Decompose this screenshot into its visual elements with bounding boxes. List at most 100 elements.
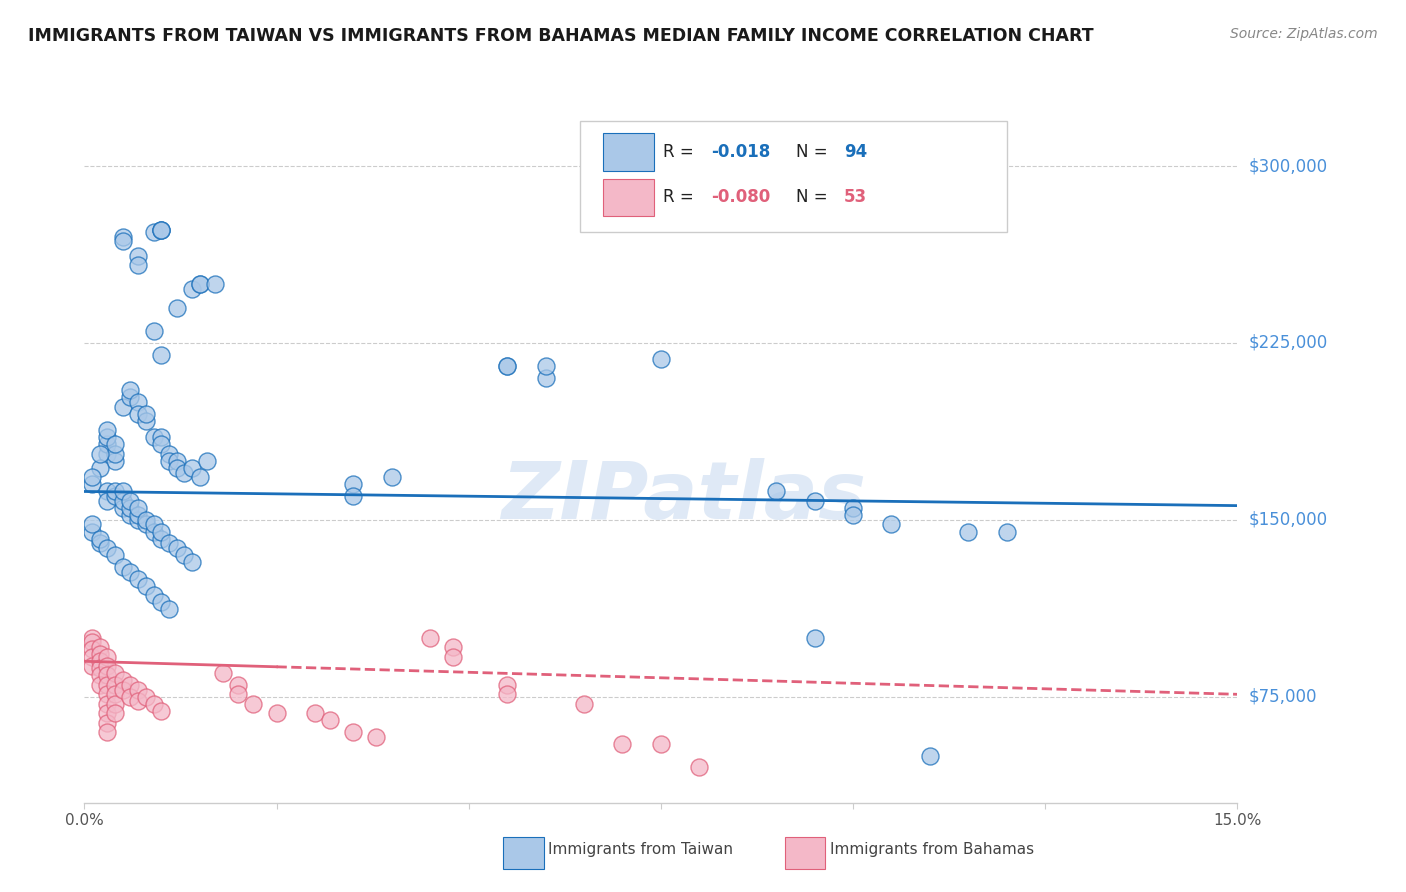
Point — [880, 517, 903, 532]
Point — [304, 706, 326, 721]
Point — [188, 470, 211, 484]
Point — [104, 548, 127, 562]
Point — [342, 489, 364, 503]
Point — [120, 390, 142, 404]
Point — [441, 649, 464, 664]
Point — [142, 524, 165, 539]
Point — [111, 682, 134, 697]
Point — [166, 541, 188, 555]
Point — [157, 536, 180, 550]
Point — [104, 484, 127, 499]
Point — [96, 706, 118, 721]
Point — [89, 654, 111, 668]
Text: $225,000: $225,000 — [1249, 334, 1327, 351]
Point — [111, 235, 134, 249]
Text: $75,000: $75,000 — [1249, 688, 1317, 706]
Text: Immigrants from Bahamas: Immigrants from Bahamas — [830, 842, 1033, 856]
Text: $300,000: $300,000 — [1249, 157, 1327, 175]
Point — [957, 524, 980, 539]
Point — [226, 678, 249, 692]
Point — [96, 687, 118, 701]
Point — [157, 454, 180, 468]
Point — [135, 513, 157, 527]
Text: Source: ZipAtlas.com: Source: ZipAtlas.com — [1230, 27, 1378, 41]
Point — [142, 588, 165, 602]
Point — [89, 640, 111, 654]
Text: N =: N = — [796, 144, 832, 161]
Point — [120, 690, 142, 704]
Point — [650, 352, 672, 367]
Point — [135, 690, 157, 704]
Point — [188, 277, 211, 291]
Point — [111, 484, 134, 499]
Point — [104, 437, 127, 451]
Point — [496, 359, 519, 374]
Point — [266, 706, 288, 721]
Point — [366, 730, 388, 744]
Point — [534, 359, 557, 374]
Point — [150, 532, 173, 546]
Point — [842, 508, 865, 522]
Point — [150, 222, 173, 236]
Point — [127, 500, 149, 515]
Point — [89, 668, 111, 682]
Text: Immigrants from Taiwan: Immigrants from Taiwan — [548, 842, 734, 856]
Point — [96, 649, 118, 664]
Point — [80, 635, 103, 649]
Point — [96, 715, 118, 730]
Point — [80, 477, 103, 491]
Point — [204, 277, 226, 291]
Point — [142, 225, 165, 239]
Point — [104, 666, 127, 681]
Point — [89, 532, 111, 546]
Point — [803, 494, 825, 508]
Point — [150, 222, 173, 236]
Point — [157, 602, 180, 616]
Point — [572, 697, 595, 711]
Text: 94: 94 — [844, 144, 868, 161]
Text: IMMIGRANTS FROM TAIWAN VS IMMIGRANTS FROM BAHAMAS MEDIAN FAMILY INCOME CORRELATI: IMMIGRANTS FROM TAIWAN VS IMMIGRANTS FRO… — [28, 27, 1094, 45]
Point — [120, 500, 142, 515]
Point — [89, 461, 111, 475]
Text: -0.018: -0.018 — [711, 144, 770, 161]
Point — [150, 348, 173, 362]
Point — [650, 737, 672, 751]
Point — [127, 258, 149, 272]
Point — [319, 713, 342, 727]
Point — [195, 454, 218, 468]
Point — [150, 704, 173, 718]
Point — [803, 631, 825, 645]
Point — [120, 494, 142, 508]
Point — [96, 494, 118, 508]
FancyBboxPatch shape — [603, 134, 654, 171]
Point — [342, 725, 364, 739]
Point — [157, 447, 180, 461]
Point — [89, 678, 111, 692]
Point — [181, 461, 204, 475]
Point — [96, 668, 118, 682]
Point — [381, 470, 404, 484]
Point — [96, 725, 118, 739]
Point — [496, 359, 519, 374]
Point — [496, 687, 519, 701]
Point — [173, 466, 195, 480]
Text: -0.080: -0.080 — [711, 188, 770, 206]
Point — [80, 659, 103, 673]
Point — [534, 371, 557, 385]
Point — [688, 760, 710, 774]
FancyBboxPatch shape — [581, 121, 1007, 232]
Point — [142, 697, 165, 711]
Point — [80, 470, 103, 484]
Point — [166, 301, 188, 315]
Text: 53: 53 — [844, 188, 868, 206]
Point — [104, 687, 127, 701]
Point — [111, 229, 134, 244]
Point — [496, 678, 519, 692]
Point — [89, 647, 111, 661]
Point — [111, 500, 134, 515]
Point — [135, 579, 157, 593]
Point — [111, 400, 134, 414]
Point — [127, 513, 149, 527]
Point — [111, 673, 134, 688]
Point — [80, 642, 103, 657]
